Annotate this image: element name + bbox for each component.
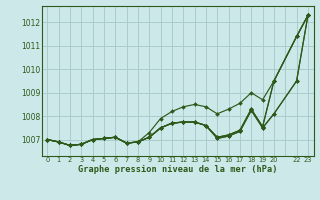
X-axis label: Graphe pression niveau de la mer (hPa): Graphe pression niveau de la mer (hPa) <box>78 165 277 174</box>
